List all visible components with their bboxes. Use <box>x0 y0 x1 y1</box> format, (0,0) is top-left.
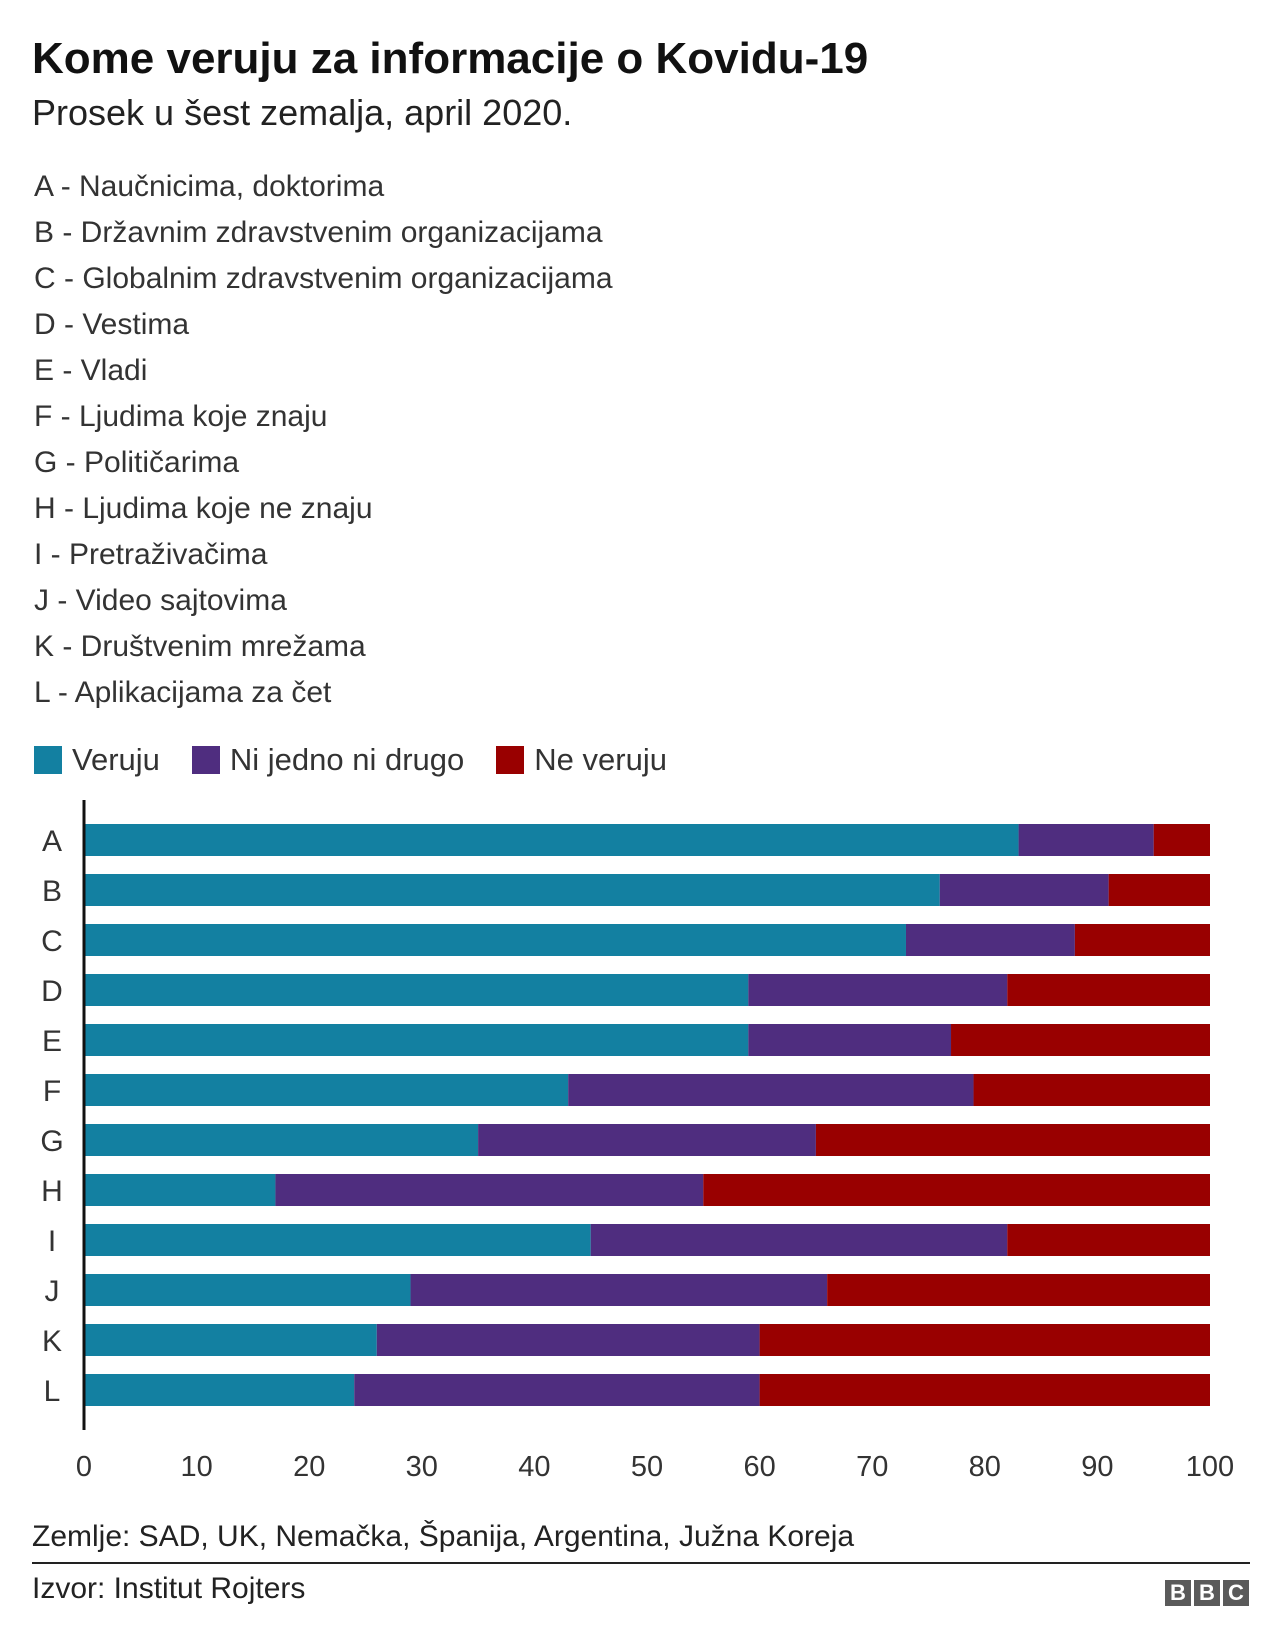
logo-letter-b2: B <box>1194 1580 1220 1606</box>
bar-d-series-2 <box>1007 974 1210 1006</box>
chart-subtitle: Prosek u šest zemalja, april 2020. <box>32 92 573 133</box>
y-tick-label-g: G <box>40 1125 63 1158</box>
key-item-g: G - Političarima <box>34 446 240 479</box>
key-item-d: D - Vestima <box>34 308 190 341</box>
bar-j-series-0 <box>84 1274 411 1306</box>
bar-j-series-2 <box>827 1274 1210 1306</box>
bar-k-series-0 <box>84 1324 377 1356</box>
x-tick-label-0: 0 <box>76 1451 92 1483</box>
bar-h-series-0 <box>84 1174 276 1206</box>
key-item-k: K - Društvenim mrežama <box>34 630 366 663</box>
x-tick-label-50: 50 <box>631 1451 663 1483</box>
countries-note: Zemlje: SAD, UK, Nemačka, Španija, Argen… <box>32 1520 855 1553</box>
bar-b-series-2 <box>1108 874 1210 906</box>
source-text: Izvor: Institut Rojters <box>32 1572 306 1605</box>
legend-swatch-ni-jedno <box>191 746 220 774</box>
x-tick-label-20: 20 <box>293 1451 325 1483</box>
bar-a-series-1 <box>1018 824 1154 856</box>
x-tick-label-40: 40 <box>518 1451 550 1483</box>
bar-e-series-2 <box>951 1024 1210 1056</box>
key-item-a: A - Naučnicima, doktorima <box>34 170 385 203</box>
bar-j-series-1 <box>410 1274 828 1306</box>
key-item-f: F - Ljudima koje znaju <box>34 400 328 433</box>
y-tick-label-e: E <box>42 1025 62 1058</box>
x-tick-label-80: 80 <box>969 1451 1001 1483</box>
bar-a-series-0 <box>84 824 1019 856</box>
bar-i-series-2 <box>1007 1224 1210 1256</box>
bar-e-series-0 <box>84 1024 749 1056</box>
x-tick-label-100: 100 <box>1186 1451 1234 1483</box>
y-tick-label-h: H <box>41 1175 63 1208</box>
bar-c-series-0 <box>84 924 906 956</box>
y-tick-label-i: I <box>48 1225 56 1258</box>
legend-item-ne-veruju: Ne veruju <box>496 742 667 778</box>
bar-k-series-1 <box>376 1324 760 1356</box>
bar-f-series-0 <box>84 1074 569 1106</box>
y-tick-label-c: C <box>41 925 63 958</box>
legend-label-veruju: Veruju <box>72 742 160 777</box>
bar-a-series-2 <box>1153 824 1210 856</box>
x-tick-label-60: 60 <box>743 1451 775 1483</box>
key-item-l: L - Aplikacijama za čet <box>34 676 332 709</box>
bar-g-series-1 <box>478 1124 816 1156</box>
bar-g-series-2 <box>815 1124 1210 1156</box>
legend-item-ni-jedno: Ni jedno ni drugo <box>191 742 465 778</box>
bar-d-series-1 <box>748 974 1008 1006</box>
legend-item-veruju: Veruju <box>34 742 160 778</box>
bar-b-series-1 <box>939 874 1109 906</box>
x-tick-label-90: 90 <box>1081 1451 1113 1483</box>
bar-i-series-1 <box>590 1224 1008 1256</box>
x-tick-label-10: 10 <box>180 1451 212 1483</box>
bbc-logo: B B C <box>1162 1580 1249 1606</box>
logo-letter-b1: B <box>1165 1580 1191 1606</box>
y-tick-label-a: A <box>42 825 62 858</box>
legend-swatch-veruju <box>34 746 62 774</box>
bar-c-series-1 <box>905 924 1075 956</box>
bar-d-series-0 <box>84 974 749 1006</box>
legend-label-ne-veruju: Ne veruju <box>534 742 667 777</box>
chart-title: Kome veruju za informacije o Kovidu-19 <box>32 34 869 83</box>
key-item-j: J - Video sajtovima <box>34 584 287 617</box>
bar-h-series-2 <box>703 1174 1210 1206</box>
key-item-e: E - Vladi <box>34 354 148 387</box>
bar-f-series-2 <box>973 1074 1210 1106</box>
y-tick-label-j: J <box>45 1275 60 1308</box>
logo-letter-c: C <box>1223 1580 1249 1606</box>
bar-f-series-1 <box>568 1074 974 1106</box>
bar-l-series-0 <box>84 1374 355 1406</box>
x-tick-label-30: 30 <box>406 1451 438 1483</box>
key-item-c: C - Globalnim zdravstvenim organizacijam… <box>34 262 613 295</box>
key-item-b: B - Državnim zdravstvenim organizacijama <box>34 216 603 249</box>
bar-l-series-1 <box>354 1374 760 1406</box>
bar-l-series-2 <box>759 1374 1210 1406</box>
key-item-i: I - Pretraživačima <box>34 538 268 571</box>
y-tick-label-f: F <box>43 1075 61 1108</box>
bar-k-series-2 <box>759 1324 1210 1356</box>
footer-divider <box>32 1562 1250 1564</box>
bar-h-series-1 <box>275 1174 704 1206</box>
chart-legend: Veruju Ni jedno ni drugo Ne veruju <box>34 742 699 778</box>
y-tick-label-b: B <box>42 875 62 908</box>
y-tick-label-k: K <box>42 1325 62 1358</box>
bar-b-series-0 <box>84 874 940 906</box>
category-key-list: A - Naučnicima, doktorima B - Državnim z… <box>34 164 613 716</box>
bar-g-series-0 <box>84 1124 479 1156</box>
legend-label-ni-jedno: Ni jedno ni drugo <box>229 742 465 777</box>
bar-c-series-2 <box>1074 924 1210 956</box>
key-item-h: H - Ljudima koje ne znaju <box>34 492 373 525</box>
legend-swatch-ne-veruju <box>496 746 525 774</box>
bar-e-series-1 <box>748 1024 952 1056</box>
bar-i-series-0 <box>84 1224 591 1256</box>
y-tick-label-l: L <box>44 1375 61 1408</box>
x-tick-label-70: 70 <box>856 1451 888 1483</box>
y-tick-label-d: D <box>41 975 63 1008</box>
